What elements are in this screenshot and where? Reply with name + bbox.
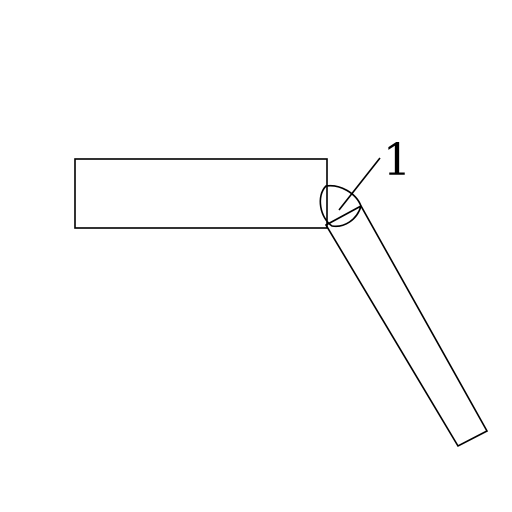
horizontal-member (74, 158, 328, 229)
callout-label: 1 (383, 135, 411, 186)
weld-bead (319, 184, 362, 228)
angled-member (324, 204, 489, 448)
callout-leader-line (338, 157, 381, 211)
